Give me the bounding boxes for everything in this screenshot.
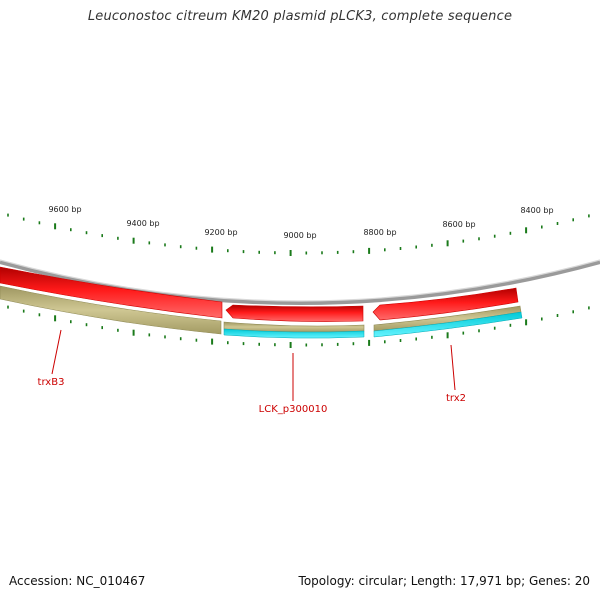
gene-trx2[interactable] [372,287,519,321]
map-title: Leuconostoc citreum KM20 plasmid pLCK3, … [87,9,513,24]
scale-labels: 9600 bp 9400 bp 9200 bp 9000 bp 8800 bp … [48,205,553,240]
cds-trxB3[interactable] [0,285,222,335]
gene-LCK_p300010[interactable] [225,304,364,322]
accession-text: Accession: NC_010467 [9,574,146,588]
gene-label-LCK_p300010[interactable]: LCK_p300010 [259,404,328,415]
highlight-trx2 [373,311,523,338]
gene-label-trxB3[interactable]: trxB3 [38,377,65,388]
gene-trxB3[interactable] [0,266,223,319]
scale-label-9000: 9000 bp [283,231,316,240]
scale-label-9600: 9600 bp [48,205,81,214]
plasmid-backbone-highlight [0,259,600,302]
scale-label-8600: 8600 bp [442,220,475,229]
topology-summary: Topology: circular; Length: 17,971 bp; G… [298,574,590,588]
plasmid-backbone [0,260,600,305]
highlight-LCK_p300010 [223,328,365,339]
scale-label-9400: 9400 bp [126,219,159,228]
gene-track [0,266,519,322]
outer-tick-row [7,213,590,256]
scale-label-9200: 9200 bp [204,228,237,237]
scale-label-8400: 8400 bp [520,206,553,215]
leader-line-trxB3 [51,329,62,375]
scale-label-8800: 8800 bp [363,228,396,237]
leader-line-trx2 [450,344,456,391]
inner-tick-row [7,305,590,348]
cds-track [0,285,523,339]
gene-label-trx2[interactable]: trx2 [446,393,466,404]
